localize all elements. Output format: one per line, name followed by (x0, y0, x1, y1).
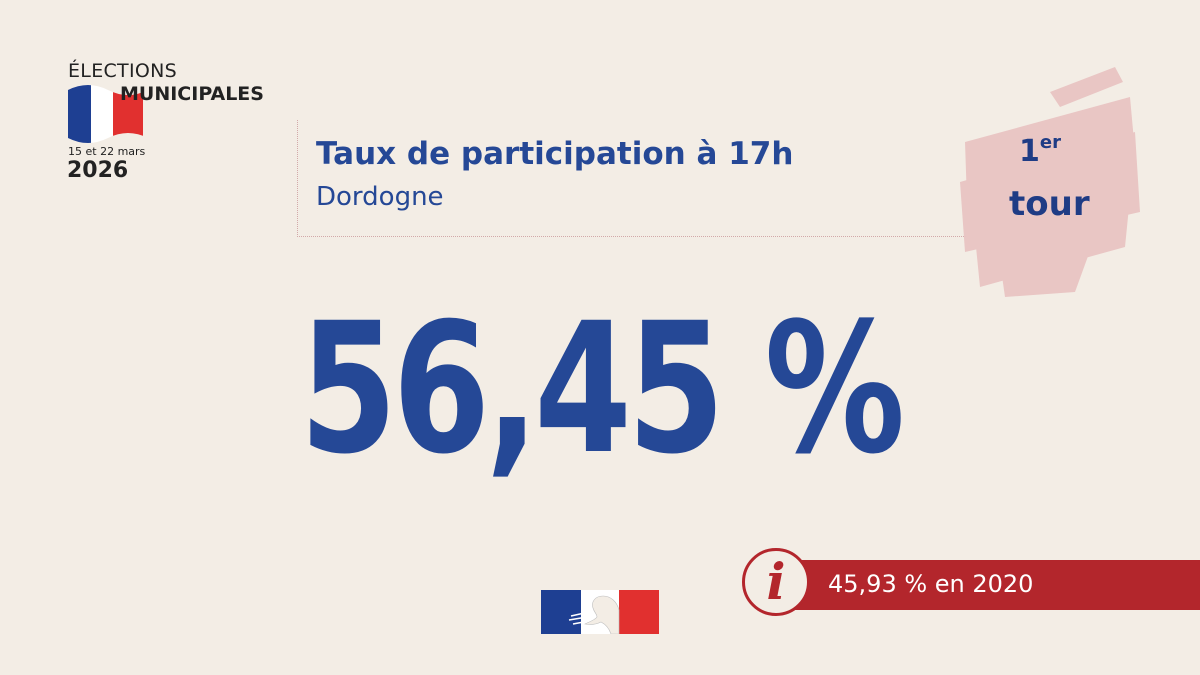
logo-municipales-text: MUNICIPALES (120, 83, 264, 105)
previous-rate-text: 45,93 % en 2020 (828, 570, 1034, 598)
logo-elections-text: ÉLECTIONS (68, 60, 177, 82)
page-subtitle: Dordogne (316, 182, 444, 212)
title-box: Taux de participation à 17h Dordogne (297, 120, 966, 237)
round-label: tour (1009, 184, 1090, 224)
round-badge: 1er tour (955, 62, 1145, 297)
french-flag-icon (68, 85, 143, 143)
elections-logo: ÉLECTIONS MUNICIPALES 15 et 22 mars 2026 (60, 56, 300, 196)
info-icon: i (766, 552, 786, 611)
marianne-emblem-icon (541, 590, 659, 634)
participation-rate: 56,45 % (299, 285, 906, 494)
round-number: 1er (1019, 132, 1061, 169)
logo-dates: 15 et 22 mars (68, 145, 146, 158)
page-title: Taux de participation à 17h (316, 136, 794, 172)
round-suffix: er (1039, 132, 1061, 153)
brush-stroke-background (960, 67, 1140, 297)
info-circle (742, 548, 810, 616)
logo-year: 2026 (67, 158, 129, 183)
info-bar (790, 560, 1200, 610)
info-banner: i 45,93 % en 2020 (738, 548, 1200, 638)
